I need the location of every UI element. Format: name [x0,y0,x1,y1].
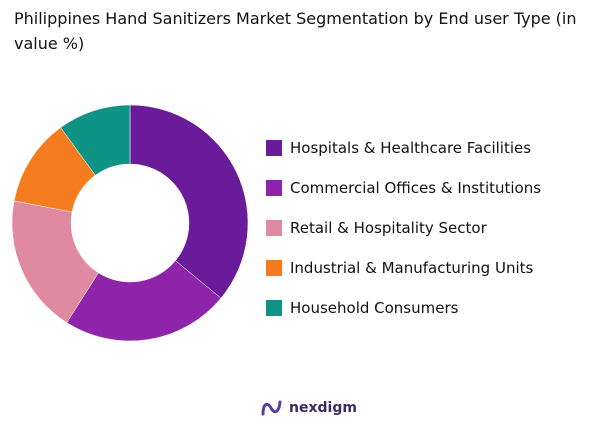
legend-item-hospitals: Hospitals & Healthcare Facilities [266,128,586,168]
legend-item-retail: Retail & Hospitality Sector [266,208,586,248]
legend-item-household: Household Consumers [266,288,586,328]
legend-label: Hospitals & Healthcare Facilities [290,139,532,157]
nexdigm-logo-icon [261,400,282,416]
legend-swatch [266,220,282,236]
legend-label: Industrial & Manufacturing Units [290,259,534,277]
donut-slice-household [60,104,131,176]
legend-label: Commercial Offices & Institutions [290,179,542,197]
legend-swatch [266,180,282,196]
legend-swatch [266,300,282,316]
donut-chart [11,104,249,342]
legend-swatch [266,140,282,156]
legend-item-commercial: Commercial Offices & Institutions [266,168,586,208]
legend-swatch [266,260,282,276]
chart-legend: Hospitals & Healthcare Facilities Commer… [266,128,586,328]
brand-logo: nexdigm [260,398,357,418]
donut-slice-commercial [66,260,222,342]
legend-item-industrial: Industrial & Manufacturing Units [266,248,586,288]
legend-label: Household Consumers [290,299,459,317]
legend-label: Retail & Hospitality Sector [290,219,487,237]
chart-title: Philippines Hand Sanitizers Market Segme… [14,9,577,53]
donut-slice-hospitals [129,104,249,299]
logo-text: nexdigm [289,400,357,416]
